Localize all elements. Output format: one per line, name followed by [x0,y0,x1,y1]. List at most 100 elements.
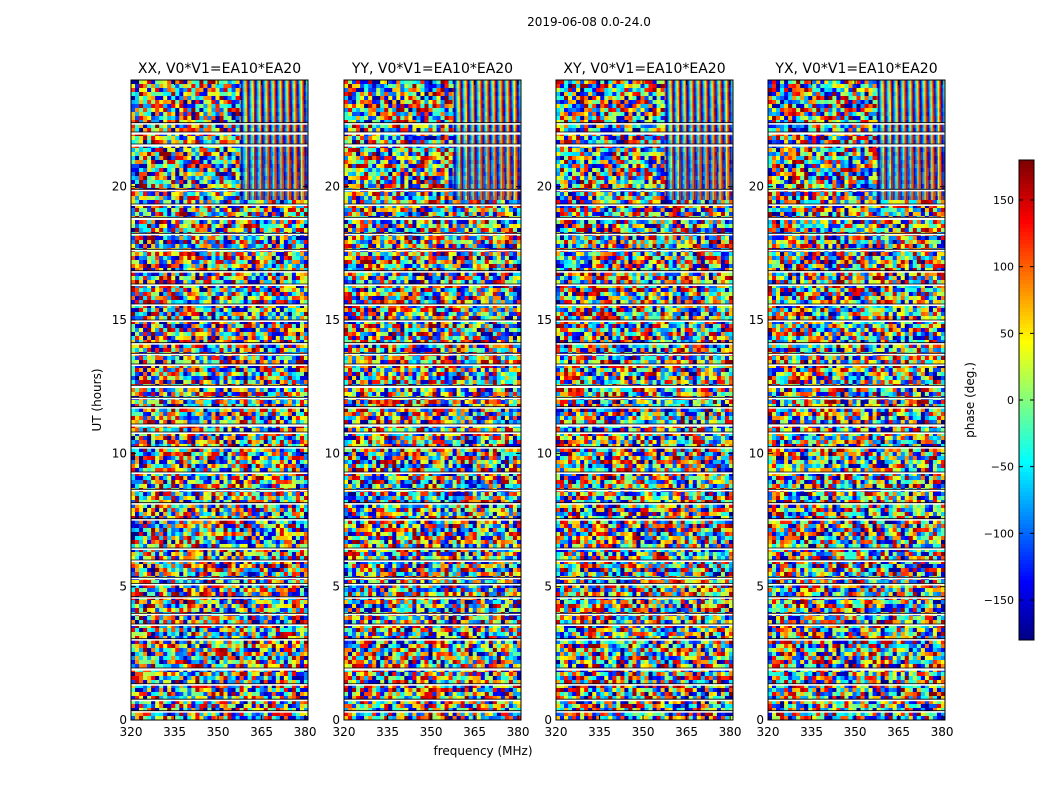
x-tick-label: 320 [120,725,143,739]
x-tick-label: 335 [588,725,611,739]
colorbar-segment [1019,364,1034,369]
colorbar-segment [1019,584,1034,589]
colorbar-segment [1019,376,1034,381]
colorbar-segment [1019,220,1034,225]
panel-frame [555,79,734,721]
colorbar-segment [1019,164,1034,169]
colorbar-segment [1019,380,1034,385]
colorbar-segment [1019,496,1034,501]
colorbar-segment [1019,404,1034,409]
x-tick-label: 320 [757,725,780,739]
y-tick-label: 20 [537,180,552,194]
colorbar-segment [1019,608,1034,613]
colorbar-segment [1019,348,1034,353]
colorbar-segment [1019,616,1034,621]
colorbar-segment [1019,596,1034,601]
colorbar-segment [1019,488,1034,493]
x-tick-label: 350 [844,725,867,739]
colorbar-tick-label: 100 [993,261,1014,274]
panel-title: XX, V0*V1=EA10*EA20 [138,61,301,77]
phase-heatmap [556,80,733,720]
colorbar-segment [1019,272,1034,277]
colorbar-segment [1019,356,1034,361]
colorbar-segment [1019,412,1034,417]
colorbar-segment [1019,200,1034,205]
colorbar-segment [1019,312,1034,317]
colorbar-segment [1019,268,1034,273]
x-tick-label: 365 [463,725,486,739]
y-tick-label: 5 [544,580,552,594]
colorbar-segment [1019,396,1034,401]
colorbar-segment [1019,528,1034,533]
colorbar-segment [1019,336,1034,341]
colorbar-segment [1019,612,1034,617]
colorbar-segment [1019,184,1034,189]
colorbar-segment [1019,240,1034,245]
colorbar-segment [1019,320,1034,325]
colorbar-segment [1019,532,1034,537]
x-tick-label: 380 [507,725,530,739]
y-tick-label: 15 [537,313,552,327]
colorbar-tick-label: −150 [984,594,1014,607]
y-tick-label: 10 [112,446,127,460]
colorbar-segment [1019,332,1034,337]
colorbar-segment [1019,224,1034,229]
colorbar-segment [1019,452,1034,457]
x-tick-label: 365 [250,725,273,739]
y-tick-label: 10 [325,446,340,460]
colorbar-segment [1019,288,1034,293]
colorbar-tick-label: 0 [1007,394,1014,407]
colorbar-segment [1019,208,1034,213]
colorbar-segment [1019,392,1034,397]
colorbar-segment [1019,416,1034,421]
colorbar-segment [1019,192,1034,197]
colorbar-segment [1019,564,1034,569]
colorbar-segment [1019,592,1034,597]
colorbar-tick-label: −100 [984,527,1014,540]
colorbar-segment [1019,600,1034,605]
colorbar-segment [1019,400,1034,405]
colorbar-segment [1019,172,1034,177]
colorbar-segment [1019,448,1034,453]
colorbar-segment [1019,580,1034,585]
colorbar-segment [1019,300,1034,305]
phase-heatmap [344,80,521,720]
colorbar-segment [1019,308,1034,313]
colorbar-segment [1019,232,1034,237]
y-tick-label: 10 [749,446,764,460]
y-tick-label: 15 [112,313,127,327]
colorbar-segment [1019,504,1034,509]
y-tick-label: 5 [119,580,127,594]
colorbar-segment [1019,160,1034,165]
colorbar-segment [1019,472,1034,477]
x-tick-label: 380 [719,725,742,739]
colorbar-tick-label: −50 [991,461,1014,474]
x-tick-label: 335 [376,725,399,739]
colorbar-segment [1019,480,1034,485]
x-tick-label: 380 [294,725,317,739]
panel-frame [130,79,309,721]
colorbar-segment [1019,604,1034,609]
colorbar-segment [1019,280,1034,285]
colorbar-segment [1019,636,1034,641]
colorbar-segment [1019,516,1034,521]
colorbar-segment [1019,628,1034,633]
colorbar-segment [1019,260,1034,265]
colorbar-segment [1019,212,1034,217]
panel-xy: XY, V0*V1=EA10*EA20 320 335 350 365 380 0 5 10 15… [537,61,742,739]
colorbar-tick-label: 150 [993,194,1014,207]
colorbar-segment [1019,216,1034,221]
colorbar-segment [1019,552,1034,557]
colorbar-segment [1019,540,1034,545]
colorbar-segment [1019,252,1034,257]
x-tick-label: 335 [800,725,823,739]
x-tick-label: 320 [333,725,356,739]
colorbar-segment [1019,492,1034,497]
colorbar-segment [1019,204,1034,209]
colorbar-segment [1019,420,1034,425]
y-tick-label: 20 [325,180,340,194]
y-tick-label: 5 [332,580,340,594]
colorbar-segment [1019,360,1034,365]
colorbar: 150 100 50 0 −50 −100 −150 phase (deg.) [963,159,1035,641]
